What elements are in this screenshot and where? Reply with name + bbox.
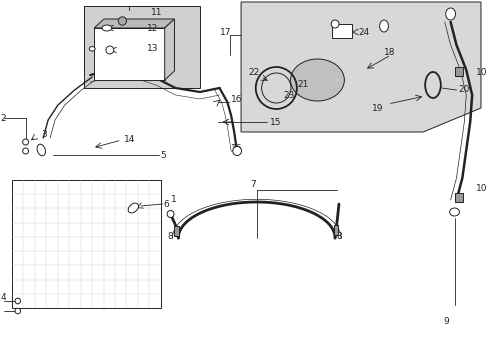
Text: 15: 15 bbox=[270, 117, 282, 126]
Circle shape bbox=[118, 17, 126, 25]
Text: 23: 23 bbox=[283, 90, 294, 99]
Circle shape bbox=[106, 46, 114, 54]
Text: 8: 8 bbox=[167, 232, 173, 241]
Text: 18: 18 bbox=[383, 48, 395, 57]
Ellipse shape bbox=[89, 46, 95, 51]
Text: 7: 7 bbox=[249, 180, 255, 189]
Ellipse shape bbox=[37, 144, 45, 156]
Bar bbox=[454, 193, 463, 202]
Circle shape bbox=[167, 211, 174, 217]
Bar bbox=[174, 226, 179, 236]
Text: 16: 16 bbox=[231, 95, 242, 104]
Text: 20: 20 bbox=[458, 85, 469, 94]
Ellipse shape bbox=[290, 59, 344, 101]
Text: 14: 14 bbox=[123, 135, 135, 144]
Bar bbox=[12, 180, 161, 308]
Text: 12: 12 bbox=[147, 23, 158, 32]
Circle shape bbox=[22, 139, 28, 145]
Text: 22: 22 bbox=[247, 68, 259, 77]
Bar bbox=[331, 24, 351, 38]
Text: 6: 6 bbox=[163, 199, 169, 208]
Text: 10: 10 bbox=[475, 68, 487, 77]
Text: 4: 4 bbox=[0, 293, 6, 302]
Circle shape bbox=[22, 148, 28, 154]
Text: 9: 9 bbox=[443, 318, 448, 327]
Circle shape bbox=[330, 20, 338, 28]
Ellipse shape bbox=[128, 203, 138, 213]
Ellipse shape bbox=[102, 25, 112, 31]
Bar bbox=[454, 67, 463, 76]
Text: 10: 10 bbox=[475, 184, 487, 193]
Text: 19: 19 bbox=[371, 104, 383, 112]
Text: 24: 24 bbox=[358, 27, 369, 36]
Text: 5: 5 bbox=[161, 150, 166, 159]
Polygon shape bbox=[164, 19, 174, 80]
Text: 16: 16 bbox=[231, 144, 242, 153]
Bar bbox=[84, 6, 200, 88]
Text: 3: 3 bbox=[41, 130, 47, 139]
Polygon shape bbox=[241, 2, 480, 132]
Bar bbox=[94, 28, 164, 80]
Text: 8: 8 bbox=[335, 232, 341, 241]
Text: 17: 17 bbox=[219, 27, 230, 36]
Text: 2: 2 bbox=[0, 113, 6, 122]
Polygon shape bbox=[94, 19, 174, 28]
Text: 11: 11 bbox=[151, 8, 162, 17]
Text: 13: 13 bbox=[147, 44, 158, 53]
Circle shape bbox=[15, 298, 20, 304]
Ellipse shape bbox=[379, 20, 387, 32]
Circle shape bbox=[232, 147, 241, 156]
Text: 1: 1 bbox=[170, 195, 176, 204]
Bar bbox=[333, 225, 338, 235]
Ellipse shape bbox=[448, 208, 459, 216]
Circle shape bbox=[15, 308, 20, 314]
Ellipse shape bbox=[445, 8, 455, 20]
Text: 21: 21 bbox=[297, 80, 308, 89]
